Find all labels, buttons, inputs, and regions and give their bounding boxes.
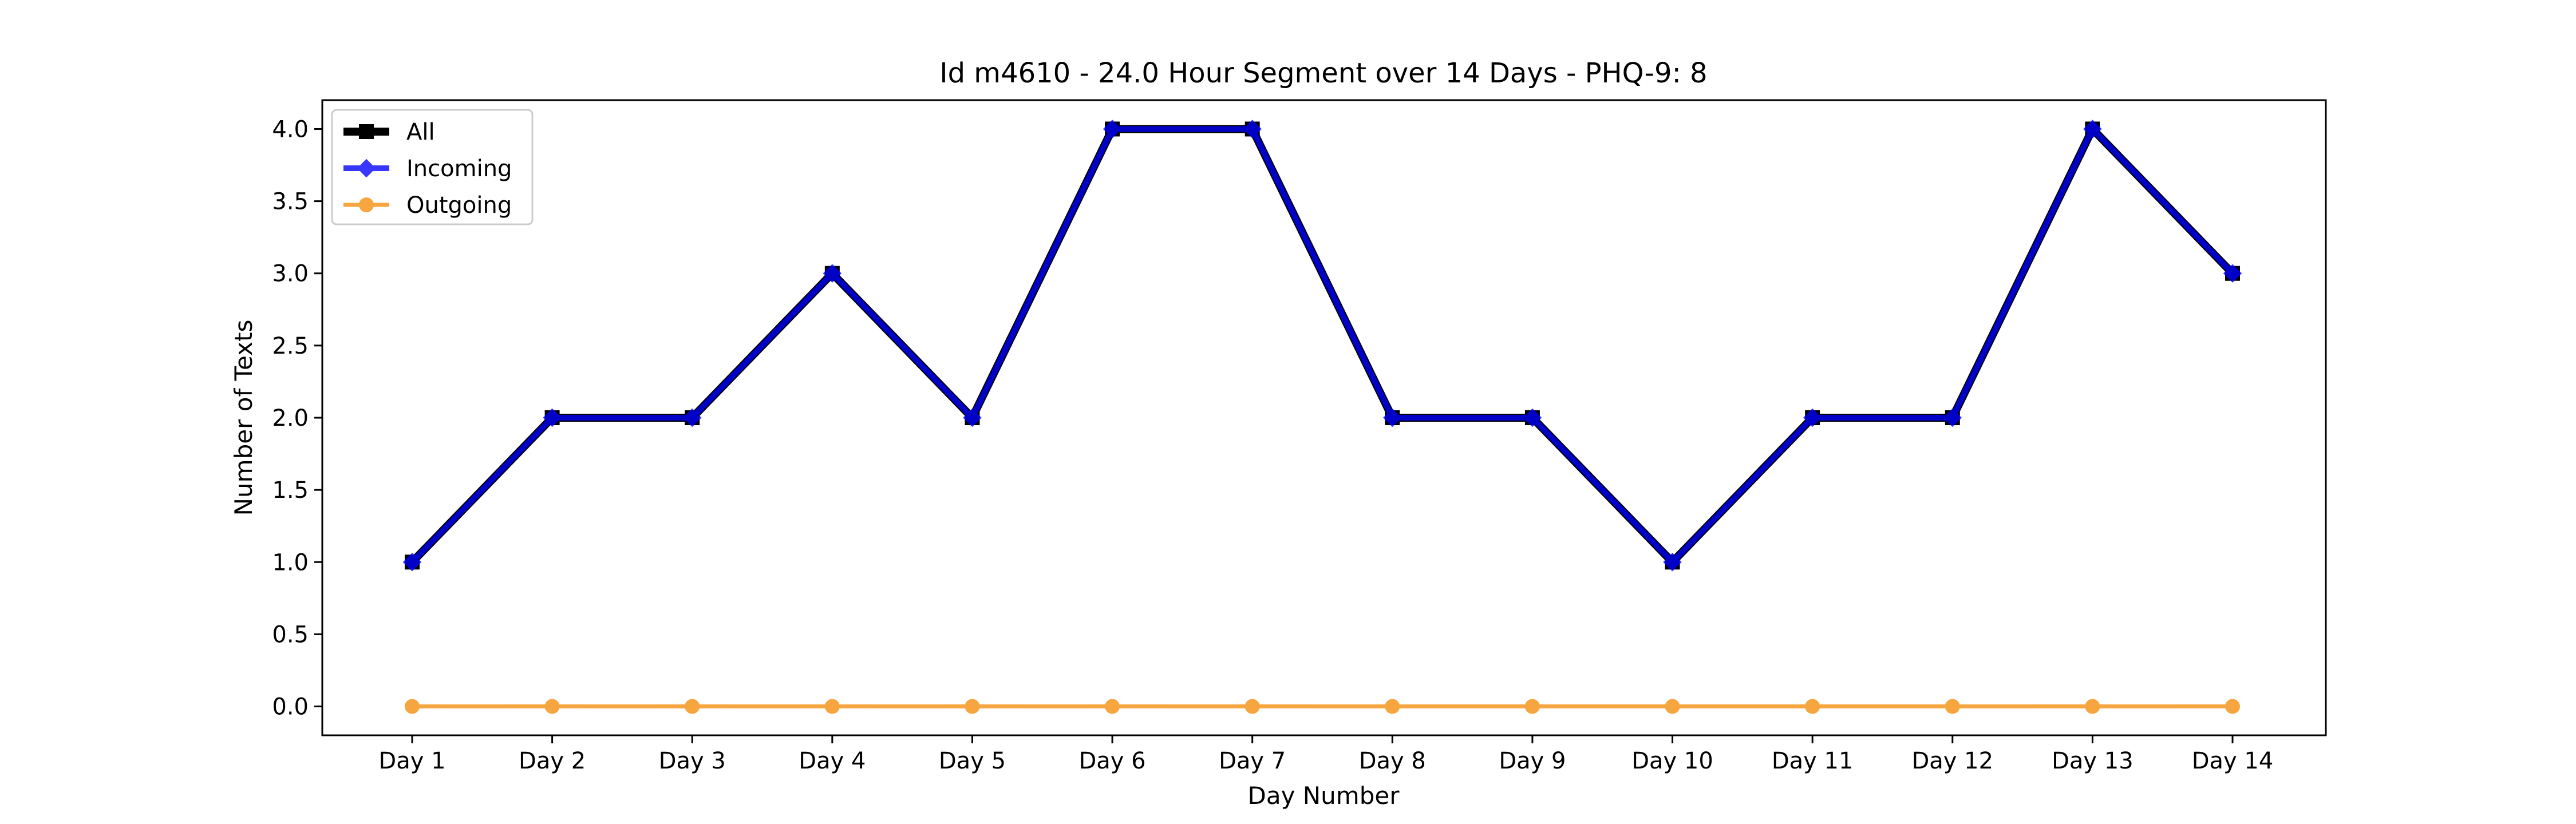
data-point [402,553,422,572]
data-point [682,408,702,427]
x-axis-label: Day Number [1247,782,1400,810]
data-point [1803,408,1822,427]
y-tick-label: 2.5 [272,333,309,359]
data-point [1524,699,1540,714]
legend-label: Outgoing [406,192,512,219]
y-tick-label: 3.5 [272,189,309,215]
x-tick-label: Day 10 [1631,748,1713,774]
legend-marker [357,159,376,178]
x-tick-label: Day 14 [2192,748,2274,774]
data-point [1523,408,1542,427]
data-point [543,408,562,427]
data-point [824,699,840,714]
data-point [1243,120,1262,138]
y-axis: 0.0 0.5 1.0 1.5 2.0 2.5 3.0 3.5 4.0 [272,116,322,720]
x-tick-label: Day 9 [1499,748,1566,774]
data-point [1665,699,1680,714]
data-point [1385,699,1400,714]
x-tick-label: Day 1 [378,748,445,774]
legend-marker [359,124,374,139]
data-point [544,699,560,714]
data-point [1943,408,1962,427]
data-point [1945,699,1960,714]
data-point [963,408,982,427]
y-tick-label: 3.0 [272,261,309,287]
x-tick-label: Day 12 [1911,748,1993,774]
y-tick-label: 4.0 [272,116,309,142]
data-point [405,699,420,714]
data-point [1805,699,1820,714]
y-tick-label: 1.0 [272,549,309,576]
legend-label: Incoming [406,156,512,182]
data-point [1383,408,1402,427]
legend: All Incoming Outgoing [331,109,534,225]
x-tick-label: Day 11 [1772,748,1854,774]
data-point [1244,699,1260,714]
data-point [2083,120,2102,138]
x-tick-label: Day 13 [2052,748,2134,774]
x-tick-label: Day 7 [1219,748,1286,774]
data-point [2085,699,2100,714]
x-tick-label: Day 4 [799,748,866,774]
data-point [2225,699,2240,714]
data-point [823,264,842,283]
x-tick-label: Day 6 [1078,748,1145,774]
y-axis-label: Number of Texts [230,320,258,516]
legend-marker [359,197,374,212]
y-tick-label: 0.0 [272,694,309,720]
data-point [1663,553,1682,572]
x-tick-label: Day 3 [659,748,726,774]
series-incoming [402,120,2242,572]
series-outgoing [405,699,2240,714]
y-tick-label: 1.5 [272,477,309,504]
x-tick-label: Day 2 [519,748,586,774]
data-point [2223,264,2242,283]
legend-entry [343,124,389,139]
data-point [685,699,700,714]
legend-label: All [406,119,435,145]
x-tick-label: Day 8 [1359,748,1426,774]
legend-entry [343,197,389,212]
y-tick-label: 0.5 [272,621,309,648]
series-line [410,124,2235,566]
legend-entry [343,159,389,178]
plot-series [402,120,2242,714]
chart-title: Id m4610 - 24.0 Hour Segment over 14 Day… [939,57,1707,89]
legend-box [331,109,534,225]
data-point [1105,699,1120,714]
data-point [1103,120,1122,138]
x-axis: Day 1 Day 2 Day 3 Day 4 Day 5 Day 6 Day 7 Day 8… [378,735,2273,774]
y-tick-label: 2.0 [272,405,309,431]
x-tick-label: Day 5 [939,748,1006,774]
data-point [965,699,980,714]
